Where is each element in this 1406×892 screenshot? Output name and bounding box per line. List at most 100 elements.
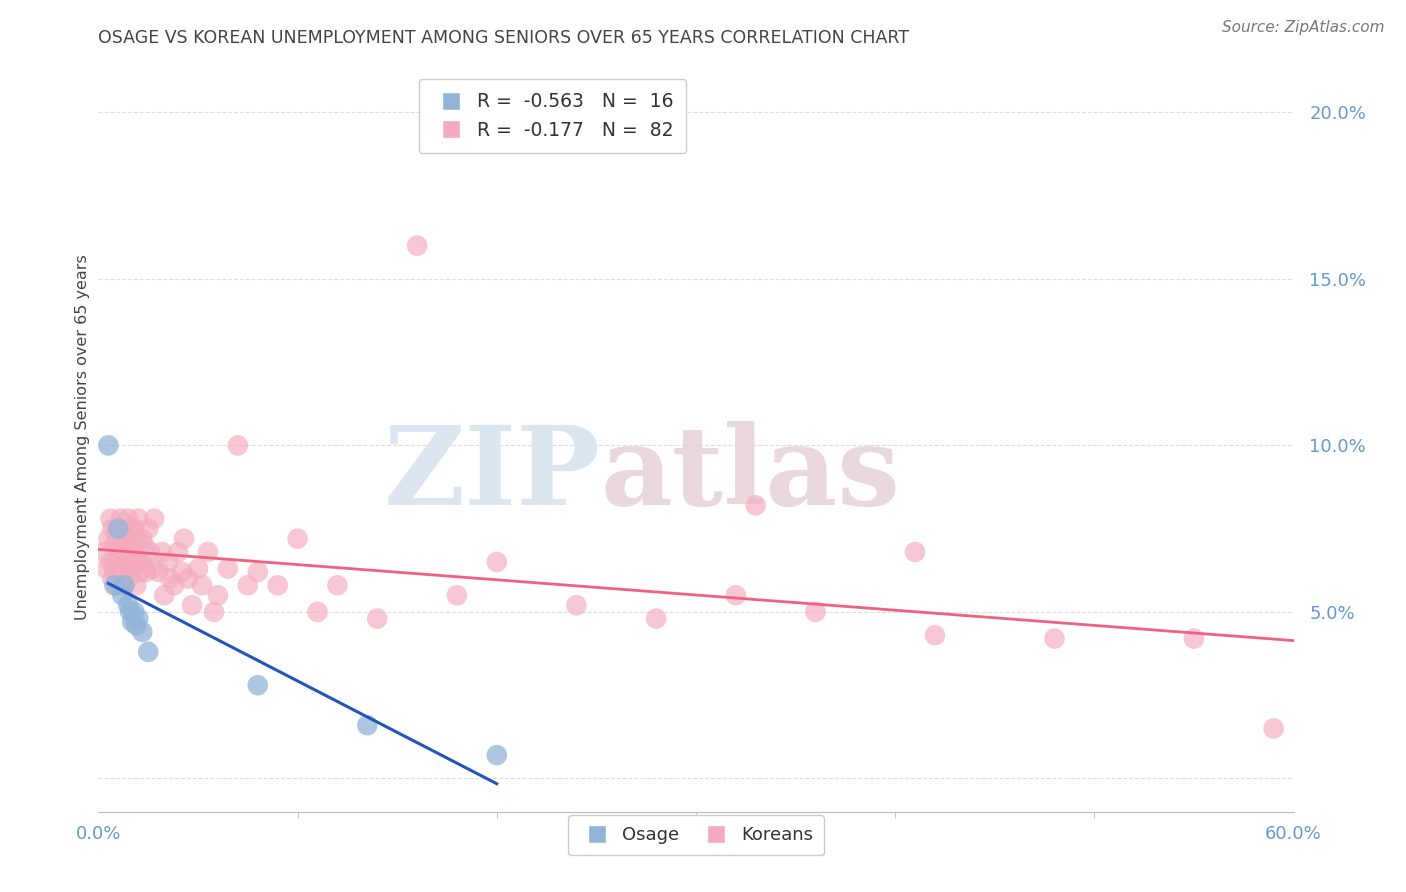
- Point: [110, 561, 132, 575]
- Point: [120, 605, 142, 619]
- Point: [111, 528, 134, 542]
- Point: [117, 572, 139, 586]
- Point: [148, 565, 170, 579]
- Point: [207, 588, 229, 602]
- Point: [107, 522, 129, 536]
- Point: [1043, 632, 1066, 646]
- Point: [246, 565, 269, 579]
- Point: [117, 545, 139, 559]
- Point: [125, 618, 148, 632]
- Point: [120, 545, 142, 559]
- Point: [135, 565, 157, 579]
- Point: [804, 605, 827, 619]
- Point: [485, 555, 508, 569]
- Point: [236, 578, 259, 592]
- Point: [143, 511, 166, 525]
- Text: ZIP: ZIP: [384, 421, 600, 528]
- Point: [93, 545, 115, 559]
- Point: [153, 588, 176, 602]
- Point: [645, 611, 668, 625]
- Text: atlas: atlas: [600, 421, 900, 528]
- Point: [115, 555, 138, 569]
- Point: [115, 528, 138, 542]
- Point: [103, 561, 125, 575]
- Point: [105, 578, 128, 592]
- Point: [112, 578, 135, 592]
- Point: [101, 572, 124, 586]
- Text: OSAGE VS KOREAN UNEMPLOYMENT AMONG SENIORS OVER 65 YEARS CORRELATION CHART: OSAGE VS KOREAN UNEMPLOYMENT AMONG SENIO…: [98, 29, 910, 47]
- Point: [131, 624, 153, 639]
- Point: [246, 678, 269, 692]
- Point: [103, 578, 125, 592]
- Point: [107, 522, 129, 536]
- Point: [446, 588, 468, 602]
- Point: [173, 532, 195, 546]
- Point: [125, 578, 148, 592]
- Point: [1263, 722, 1285, 736]
- Point: [117, 599, 139, 613]
- Text: Source: ZipAtlas.com: Source: ZipAtlas.com: [1222, 20, 1385, 35]
- Point: [127, 555, 149, 569]
- Point: [177, 572, 200, 586]
- Point: [121, 561, 143, 575]
- Point: [112, 532, 135, 546]
- Point: [131, 532, 153, 546]
- Point: [406, 238, 429, 252]
- Point: [124, 605, 146, 619]
- Point: [121, 538, 143, 552]
- Point: [103, 538, 125, 552]
- Point: [117, 511, 139, 525]
- Point: [157, 555, 180, 569]
- Point: [172, 565, 194, 579]
- Point: [181, 599, 204, 613]
- Point: [112, 578, 135, 592]
- Point: [110, 511, 132, 525]
- Point: [98, 511, 122, 525]
- Point: [197, 545, 219, 559]
- Point: [131, 555, 153, 569]
- Y-axis label: Unemployment Among Seniors over 65 years: Unemployment Among Seniors over 65 years: [75, 254, 90, 620]
- Point: [485, 748, 508, 763]
- Point: [97, 438, 120, 452]
- Point: [139, 545, 162, 559]
- Point: [307, 605, 329, 619]
- Point: [136, 522, 159, 536]
- Point: [120, 522, 142, 536]
- Point: [129, 565, 152, 579]
- Point: [124, 522, 146, 536]
- Point: [150, 545, 173, 559]
- Point: [924, 628, 946, 642]
- Point: [105, 528, 128, 542]
- Point: [217, 561, 239, 575]
- Point: [187, 561, 209, 575]
- Point: [111, 545, 134, 559]
- Point: [1182, 632, 1205, 646]
- Point: [96, 561, 118, 575]
- Point: [101, 522, 124, 536]
- Point: [134, 538, 156, 552]
- Point: [125, 532, 148, 546]
- Point: [107, 545, 129, 559]
- Point: [136, 645, 159, 659]
- Point: [112, 561, 135, 575]
- Point: [724, 588, 747, 602]
- Point: [745, 499, 768, 513]
- Point: [356, 718, 378, 732]
- Point: [167, 545, 190, 559]
- Legend: Osage, Koreans: Osage, Koreans: [568, 815, 824, 855]
- Point: [141, 561, 163, 575]
- Point: [159, 572, 181, 586]
- Point: [202, 605, 225, 619]
- Point: [111, 588, 134, 602]
- Point: [98, 555, 122, 569]
- Point: [121, 615, 143, 629]
- Point: [127, 511, 149, 525]
- Point: [127, 611, 149, 625]
- Point: [904, 545, 927, 559]
- Point: [565, 599, 588, 613]
- Point: [366, 611, 388, 625]
- Point: [97, 532, 120, 546]
- Point: [326, 578, 349, 592]
- Point: [163, 578, 186, 592]
- Point: [226, 438, 249, 452]
